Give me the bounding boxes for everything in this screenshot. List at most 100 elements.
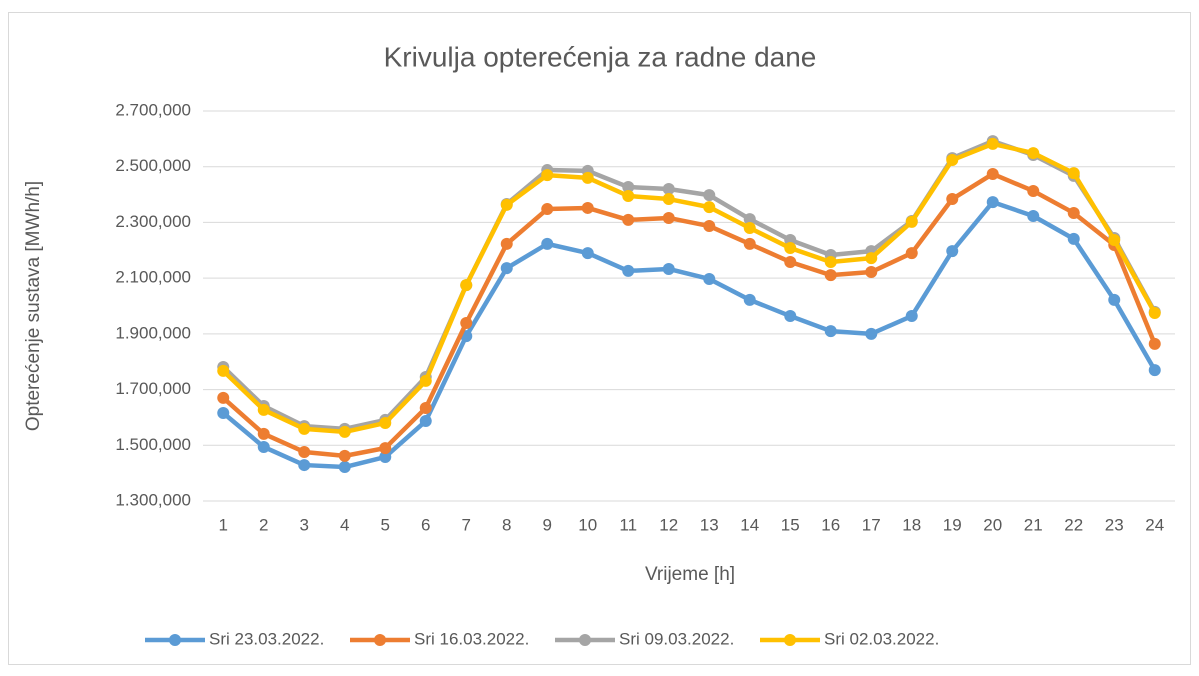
data-point xyxy=(298,459,311,472)
x-tick-label: 1 xyxy=(219,515,228,534)
data-point xyxy=(379,417,392,429)
chart-border xyxy=(8,12,1191,665)
data-point xyxy=(824,255,837,268)
data-point xyxy=(419,374,432,387)
x-tick-label: 20 xyxy=(983,515,1002,534)
legend-marker xyxy=(374,634,386,646)
data-point xyxy=(662,211,675,224)
legend-marker xyxy=(579,634,591,646)
data-point xyxy=(622,189,635,202)
data-point xyxy=(1108,293,1121,306)
legend-label: Sri 02.03.2022. xyxy=(824,629,939,648)
legend-marker xyxy=(169,634,181,646)
x-tick-label: 5 xyxy=(381,515,390,534)
data-point xyxy=(1027,147,1040,160)
x-tick-label: 18 xyxy=(902,515,921,534)
data-point xyxy=(946,245,959,258)
data-point xyxy=(743,293,756,306)
data-point xyxy=(217,391,230,404)
data-point xyxy=(905,247,918,260)
x-tick-label: 22 xyxy=(1064,515,1083,534)
data-point xyxy=(460,279,473,292)
data-point xyxy=(946,154,959,167)
data-point xyxy=(1148,337,1161,350)
data-point xyxy=(298,422,311,435)
data-point xyxy=(743,237,756,250)
legend-label: Sri 23.03.2022. xyxy=(209,629,324,648)
data-point xyxy=(662,183,675,195)
data-point xyxy=(986,196,999,209)
x-tick-label: 6 xyxy=(421,515,430,534)
x-tick-label: 11 xyxy=(619,515,637,534)
y-tick-label: 2.300,000 xyxy=(115,212,191,231)
data-point xyxy=(622,181,635,194)
data-point xyxy=(581,201,594,214)
data-point xyxy=(784,310,797,323)
data-point xyxy=(865,327,878,340)
data-point xyxy=(1027,210,1040,223)
data-point xyxy=(662,262,675,275)
y-tick-label: 2.500,000 xyxy=(115,156,191,175)
y-tick-label: 1.300,000 xyxy=(115,490,191,509)
data-point xyxy=(743,213,756,226)
y-tick-label: 2.100,000 xyxy=(115,268,191,287)
data-point xyxy=(541,169,554,182)
data-point xyxy=(338,425,351,438)
data-point xyxy=(500,237,513,250)
x-axis-label: Vrijeme [h] xyxy=(645,564,735,585)
data-point xyxy=(865,266,878,279)
data-point xyxy=(986,137,999,150)
data-point xyxy=(460,316,473,329)
data-point xyxy=(541,203,554,216)
data-point xyxy=(581,171,594,184)
data-point xyxy=(217,364,230,377)
data-point xyxy=(703,201,716,214)
data-point xyxy=(338,461,351,474)
x-tick-label: 7 xyxy=(462,515,471,534)
legend-label: Sri 09.03.2022. xyxy=(619,629,734,648)
data-point xyxy=(1067,167,1080,180)
x-tick-label: 10 xyxy=(578,515,597,534)
data-point xyxy=(1108,233,1121,246)
x-tick-label: 23 xyxy=(1105,515,1124,534)
x-tick-label: 12 xyxy=(659,515,678,534)
data-point xyxy=(622,264,635,277)
x-tick-label: 13 xyxy=(700,515,719,534)
data-point xyxy=(703,272,716,285)
data-point xyxy=(784,255,797,268)
data-point xyxy=(824,325,837,338)
x-tick-label: 19 xyxy=(943,515,962,534)
data-point xyxy=(1027,184,1040,197)
data-point xyxy=(662,193,675,206)
data-point xyxy=(865,252,878,265)
data-point xyxy=(217,406,230,419)
data-point xyxy=(379,450,392,463)
data-point xyxy=(946,193,959,206)
x-tick-label: 16 xyxy=(821,515,840,534)
y-axis-label: Opterećenje sustava [MWh/h] xyxy=(23,181,44,431)
data-point xyxy=(541,237,554,250)
x-tick-label: 21 xyxy=(1024,515,1043,534)
chart-title: Krivulja opterećenja za radne dane xyxy=(384,41,817,72)
data-point xyxy=(703,189,716,202)
x-tick-label: 24 xyxy=(1145,515,1164,534)
data-point xyxy=(581,247,594,260)
data-point xyxy=(298,445,311,458)
x-tick-label: 17 xyxy=(862,515,881,534)
data-point xyxy=(419,401,432,414)
data-point xyxy=(824,269,837,282)
data-point xyxy=(257,427,270,440)
data-point xyxy=(743,222,756,234)
data-point xyxy=(622,213,635,226)
y-tick-label: 2.700,000 xyxy=(115,100,191,119)
legend-marker xyxy=(784,634,796,646)
data-point xyxy=(784,242,797,255)
x-tick-label: 15 xyxy=(781,515,800,534)
data-point xyxy=(1067,206,1080,219)
data-point xyxy=(905,215,918,228)
series-line xyxy=(221,199,1157,470)
data-point xyxy=(1148,306,1161,319)
data-point xyxy=(257,403,270,416)
data-point xyxy=(986,167,999,180)
